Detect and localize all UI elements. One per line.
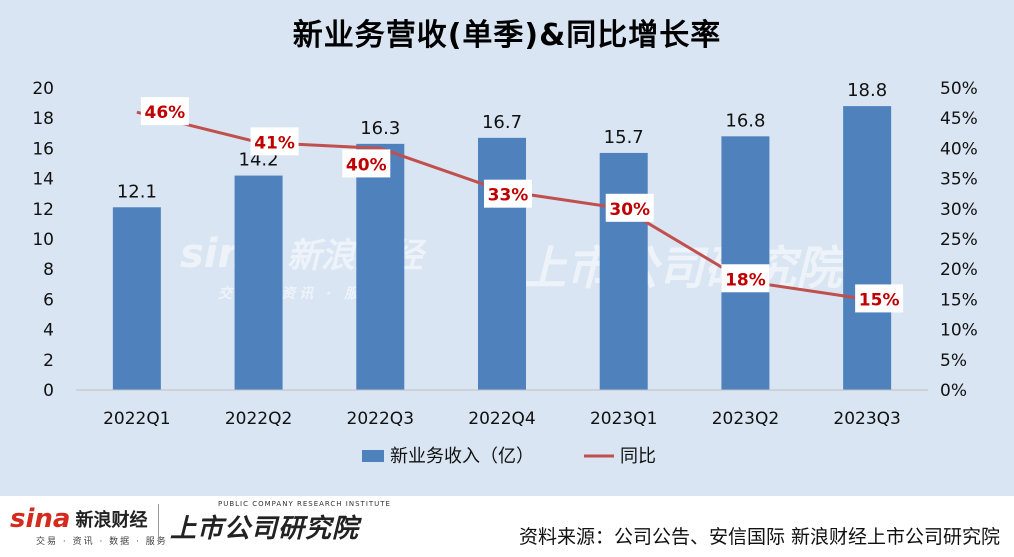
- bar-2023Q3: [843, 106, 892, 391]
- right-axis-tick-label: 30%: [940, 200, 978, 220]
- combo-chart: 0 2 4 6 8 10 12 14 16 18 20 0% 5% 10% 15% 20% 25% 30% 35%…: [32, 79, 978, 467]
- legend-label-yoy: 同比: [620, 446, 656, 467]
- sina-logo-mark: sina: [10, 504, 71, 534]
- right-axis-tick-label: 50%: [940, 79, 978, 99]
- sina-logo-name: 新浪财经: [75, 510, 148, 531]
- bar-value-label: 16.8: [725, 110, 765, 131]
- yoy-label-box: [605, 193, 654, 222]
- yoy-label-box: [484, 179, 532, 208]
- chart-title: 新业务营收(单季)&同比增长率: [292, 18, 722, 53]
- yoy-label-box: [250, 127, 299, 156]
- yoy-label-text: 30%: [609, 200, 650, 220]
- yoy-label: 33%: [484, 179, 532, 208]
- left-axis-tick-label: 4: [43, 321, 54, 341]
- right-axis-tick-label: 40%: [940, 139, 978, 159]
- left-axis-tick-label: 16: [32, 139, 54, 159]
- yoy-label-box: [342, 149, 391, 178]
- right-axis-tick-label: 10%: [940, 321, 978, 341]
- right-axis-tick-label: 25%: [940, 230, 978, 250]
- bar-2022Q4: [478, 137, 526, 390]
- bar-value-label: 18.8: [847, 80, 887, 101]
- yoy-label-text: 15%: [859, 290, 900, 310]
- bar-2022Q2: [234, 175, 283, 390]
- bar-value-label: 16.7: [482, 112, 522, 133]
- right-axis-tick-label: 45%: [940, 109, 978, 129]
- yoy-label: 30%: [605, 193, 654, 222]
- x-axis-category-label: 2022Q2: [225, 409, 292, 429]
- legend: 新业务收入（亿） 同比: [362, 446, 656, 467]
- right-axis-tick-label: 0%: [940, 381, 967, 401]
- left-axis-tick-label: 8: [43, 260, 54, 280]
- source-note: 资料来源：公司公告、安信国际 新浪财经上市公司研究院: [518, 526, 1000, 548]
- left-axis-tick-label: 20: [32, 79, 54, 99]
- left-axis-tick-label: 12: [32, 200, 54, 220]
- yoy-label-text: 46%: [145, 103, 186, 123]
- right-axis-tick-label: 20%: [940, 260, 978, 280]
- right-axis-tick-label: 35%: [940, 170, 978, 190]
- x-axis-category-label: 2022Q1: [103, 409, 170, 429]
- research-institute-logo-cn: 上市公司研究院: [170, 514, 360, 544]
- x-axis-category-label: 2023Q3: [833, 409, 900, 429]
- bar-2022Q3: [356, 143, 405, 390]
- bar-value-label: 16.3: [360, 118, 400, 139]
- left-axis-tick-label: 18: [32, 109, 54, 129]
- yoy-label: 15%: [855, 284, 904, 313]
- right-axis-tick-label: 5%: [940, 351, 967, 371]
- yoy-label-text: 41%: [254, 133, 295, 153]
- bar-2023Q1: [599, 152, 648, 390]
- yoy-label-box: [140, 97, 189, 126]
- yoy-label: 46%: [140, 97, 189, 126]
- research-institute-logo: PUBLIC COMPANY RESEARCH INSTITUTE 上市公司研究…: [170, 500, 391, 545]
- footer: sina 新浪财经 交易 · 资讯 · 数据 · 服务 PUBLIC COMPA…: [0, 496, 1014, 557]
- x-axis-category-label: 2023Q2: [712, 409, 779, 429]
- right-axis-tick-label: 15%: [940, 290, 978, 310]
- yoy-label: 41%: [250, 127, 299, 156]
- yoy-label-text: 40%: [346, 155, 387, 175]
- bar-value-label: 12.1: [117, 181, 157, 202]
- research-institute-logo-en: PUBLIC COMPANY RESEARCH INSTITUTE: [218, 500, 391, 508]
- yoy-label-box: [855, 284, 904, 313]
- legend-label-revenue: 新业务收入（亿）: [390, 446, 534, 467]
- x-axis-category-label: 2022Q3: [347, 409, 414, 429]
- left-axis-tick-label: 14: [32, 170, 54, 190]
- x-axis-category-label: 2023Q1: [590, 409, 657, 429]
- logo-divider: [158, 504, 159, 544]
- yoy-label: 40%: [342, 149, 391, 178]
- legend-swatch-revenue: [362, 450, 384, 462]
- left-axis-tick-label: 2: [43, 351, 54, 371]
- x-axis-category-label: 2022Q4: [468, 409, 535, 429]
- yoy-label-text: 33%: [488, 186, 529, 206]
- bar-2022Q1: [112, 207, 161, 390]
- left-axis-tick-label: 0: [43, 381, 54, 401]
- left-axis-tick-label: 10: [32, 230, 54, 250]
- bar-value-label: 15.7: [604, 127, 644, 148]
- yoy-label: 18%: [721, 264, 770, 293]
- bar-2023Q2: [721, 136, 770, 390]
- sina-finance-logo: sina 新浪财经 交易 · 资讯 · 数据 · 服务: [10, 504, 168, 547]
- sina-logo-tagline: 交易 · 资讯 · 数据 · 服务: [36, 537, 168, 547]
- yoy-label-text: 18%: [725, 270, 766, 290]
- yoy-label-box: [721, 264, 770, 293]
- left-axis-tick-label: 6: [43, 290, 54, 310]
